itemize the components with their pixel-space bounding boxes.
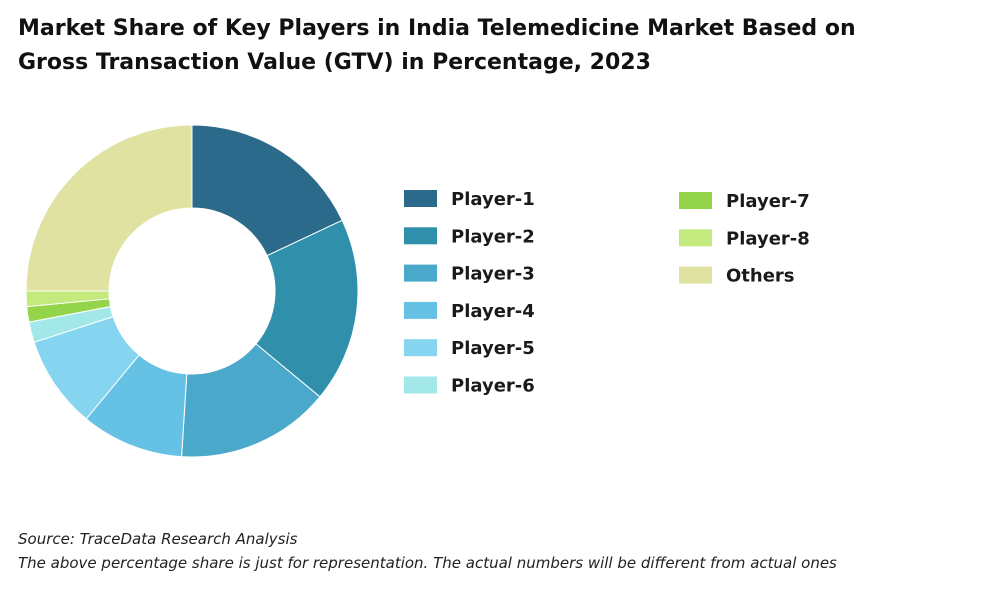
legend: Player-1 Player-2 Player-3 Player-4 Player-5… — [404, 189, 810, 397]
legend-item-player-4: Player-4 — [404, 301, 535, 322]
legend-item-player-5: Player-5 — [404, 338, 535, 359]
legend-swatch — [679, 266, 712, 284]
legend-item-player-2: Player-2 — [404, 226, 535, 247]
legend-label: Player-4 — [451, 301, 535, 322]
legend-label: Player-8 — [726, 228, 810, 249]
legend-item-others: Others — [679, 266, 795, 287]
legend-item-player-3: Player-3 — [404, 264, 535, 285]
legend-item-player-7: Player-7 — [679, 191, 810, 212]
legend-swatch — [404, 339, 437, 357]
legend-swatch — [679, 192, 712, 209]
disclaimer-note: The above percentage share is just for r… — [18, 554, 837, 572]
legend-label: Player-2 — [451, 226, 535, 247]
legend-swatch — [404, 227, 437, 245]
legend-label: Player-7 — [726, 191, 810, 212]
chart-title: Market Share of Key Players in India Tel… — [18, 16, 856, 75]
legend-item-player-1: Player-1 — [404, 189, 535, 210]
legend-swatch — [404, 376, 437, 394]
footer: Source: TraceData Research Analysis The … — [18, 527, 837, 575]
legend-label: Player-1 — [451, 189, 535, 210]
legend-label: Player-6 — [451, 376, 535, 397]
donut-slice-player-1[interactable] — [191, 124, 343, 257]
legend-swatch — [404, 190, 437, 207]
source-note: Source: TraceData Research Analysis — [18, 530, 298, 548]
legend-label: Player-3 — [451, 264, 535, 285]
legend-label: Player-5 — [451, 338, 535, 359]
legend-swatch — [679, 229, 712, 247]
legend-item-player-6: Player-6 — [404, 376, 535, 397]
legend-label: Others — [726, 266, 795, 287]
donut-slices — [25, 124, 359, 458]
donut-slice-player-2[interactable] — [255, 219, 359, 398]
donut-slice-others[interactable] — [25, 124, 193, 292]
legend-item-player-8: Player-8 — [679, 228, 810, 249]
legend-swatch — [404, 301, 437, 319]
legend-swatch — [404, 264, 437, 282]
